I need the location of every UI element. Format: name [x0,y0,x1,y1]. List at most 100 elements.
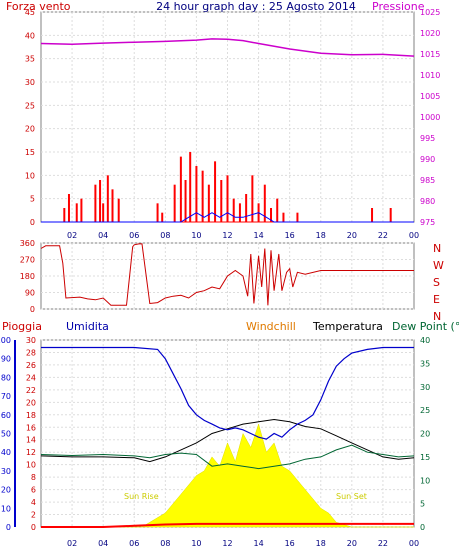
wind-tick-label: 15 [25,148,35,157]
temp-x-tick-label: 06 [129,539,139,548]
wind-tick-label: 45 [25,8,35,17]
wind-tick-label: 0 [30,218,35,227]
wind-tick-label: 40 [25,31,35,40]
temp-x-tick-label: 08 [160,539,170,548]
humidity-tick-label: 50 [1,430,11,439]
pressure-axis-label: Pressione [372,0,425,13]
pressure-tick-label: 995 [420,134,435,143]
sunrise-annotation: Sun Rise [124,492,159,501]
humidity-tick-label: 70 [1,392,11,401]
direction-tick-label: 90 [25,289,35,298]
rain-tick-label: 12 [26,448,36,457]
temp-x-tick-label: 16 [285,539,295,548]
pressure-tick-label: 990 [420,155,435,164]
temperature-tick-label: 15 [420,453,430,462]
rain-tick-label: 2 [31,511,36,520]
temperature-tick-label: 10 [420,476,430,485]
temperature-line [40,418,415,463]
humidity-tick-label: 40 [1,448,11,457]
temperature-tick-label: 25 [420,406,430,415]
wind-x-tick-label: 14 [253,231,263,240]
temp-x-tick-label: 20 [347,539,357,548]
compass-label: E [433,293,440,306]
wind-tick-label: 5 [30,195,35,204]
rain-tick-label: 22 [26,386,36,395]
pressure-tick-label: 1025 [420,8,440,17]
rain-tick-label: 26 [26,361,36,370]
direction-tick-label: 360 [20,239,35,248]
wind-x-tick-label: 22 [378,231,388,240]
wind-x-tick-label: 06 [129,231,139,240]
humidity-tick-label: 0 [6,523,11,532]
chart-title: 24 hour graph day : 25 Agosto 2014 [156,0,356,13]
wind-x-tick-label: 04 [98,231,108,240]
pressure-line [40,38,415,57]
pressure-tick-label: 1020 [420,29,440,38]
compass-label: S [433,276,440,289]
humidity-tick-label: 100 [0,336,11,345]
pressure-tick-label: 985 [420,176,435,185]
temp-x-tick-label: 14 [253,539,263,548]
wind-x-tick-label: 20 [347,231,357,240]
rain-tick-label: 24 [26,373,36,382]
compass-label: W [433,259,444,272]
legend-humidity: Umidita [66,320,109,333]
humidity-tick-label: 20 [1,486,11,495]
legend-dewpoint: Dew Point (°C [392,320,459,333]
rain-tick-label: 20 [26,398,36,407]
temperature-tick-label: 0 [420,523,425,532]
pressure-tick-label: 1000 [420,113,440,122]
rain-line [41,522,414,528]
temp-x-tick-label: 10 [191,539,201,548]
compass-label: N [433,310,441,323]
dewpoint-line [40,444,415,470]
temp-x-tick-label: 02 [67,539,77,548]
wind-x-tick-label: 00 [409,231,419,240]
solar-area [41,423,414,528]
wind-tick-label: 10 [25,171,35,180]
rain-tick-label: 14 [26,436,36,445]
pressure-tick-label: 975 [420,218,435,227]
temp-x-tick-label: 22 [378,539,388,548]
legend-temperature: Temperatura [312,320,383,333]
rain-tick-label: 18 [26,411,36,420]
sunset-annotation: Sun Set [336,492,367,501]
temp-x-tick-label: 00 [409,539,419,548]
wind-tick-label: 35 [25,55,35,64]
temp-x-tick-label: 18 [316,539,326,548]
temperature-tick-label: 30 [420,383,430,392]
temperature-tick-label: 5 [420,500,425,509]
rain-tick-label: 6 [31,486,36,495]
temp-x-tick-label: 04 [98,539,108,548]
pressure-tick-label: 1005 [420,92,440,101]
wind-tick-label: 25 [25,101,35,110]
rain-tick-label: 30 [26,336,36,345]
rain-tick-label: 10 [26,461,36,470]
wind-x-tick-label: 02 [67,231,77,240]
rain-tick-label: 16 [26,423,36,432]
wind-tick-label: 20 [25,125,35,134]
rain-tick-label: 8 [31,473,36,482]
wind-x-tick-label: 12 [222,231,232,240]
wind-x-tick-label: 08 [160,231,170,240]
rain-tick-label: 4 [31,498,36,507]
pressure-tick-label: 980 [420,197,435,206]
humidity-tick-label: 90 [1,355,11,364]
humidity-tick-label: 10 [1,504,11,513]
temp-x-tick-label: 12 [222,539,232,548]
humidity-tick-label: 30 [1,467,11,476]
temperature-tick-label: 20 [420,430,430,439]
wind-x-tick-label: 10 [191,231,201,240]
rain-tick-label: 28 [26,348,36,357]
wind-tick-label: 30 [25,78,35,87]
legend-windchill: Windchill [246,320,296,333]
pressure-tick-label: 1015 [420,50,440,59]
direction-tick-label: 270 [20,256,35,265]
rain-tick-label: 0 [31,523,36,532]
temperature-tick-label: 40 [420,336,430,345]
wind-direction-line [40,243,414,306]
wind-axis-label: Forza vento [6,0,71,13]
humidity-tick-label: 80 [1,373,11,382]
pressure-tick-label: 1010 [420,71,440,80]
